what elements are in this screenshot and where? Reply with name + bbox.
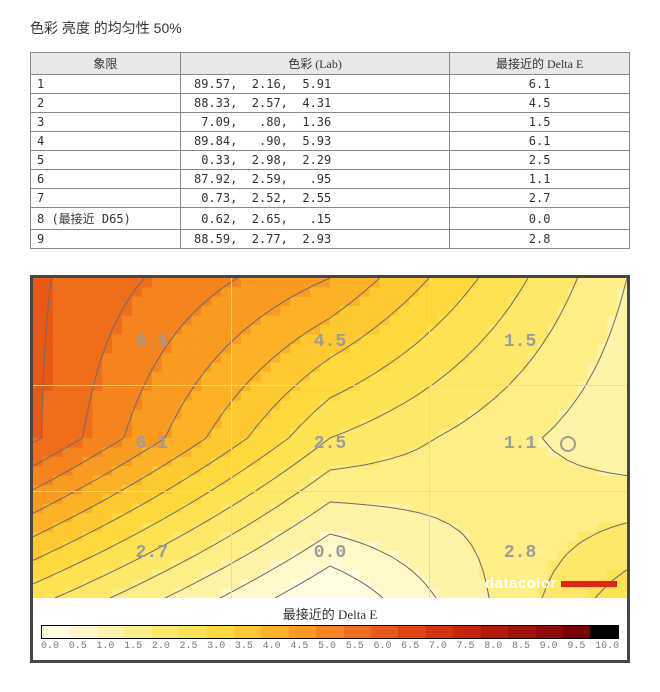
- heatmap-value: 1.5: [504, 332, 536, 352]
- heatmap-value: 2.7: [136, 543, 168, 563]
- page-title: 色彩 亮度 的均匀性 50%: [30, 18, 630, 38]
- heatmap-figure: datacolor 6.1 4.5 1.5 6.1 2.5 1.1 2.7 0.0 2.8 最接…: [30, 275, 630, 663]
- heatmap-value: 2.5: [314, 434, 346, 454]
- table-row: 4 89.84, .90, 5.936.1: [31, 132, 630, 151]
- heatmap-value: 6.1: [136, 332, 168, 352]
- heatmap-caption: 最接近的 Delta E: [33, 598, 627, 625]
- col-lab: 色彩 (Lab): [180, 53, 450, 75]
- color-scale: 0.00.51.01.52.02.53.03.54.04.55.05.56.06…: [33, 625, 627, 660]
- table-row: 9 88.59, 2.77, 2.932.8: [31, 230, 630, 249]
- table-row: 2 88.33, 2.57, 4.314.5: [31, 94, 630, 113]
- heatmap-value: 0.0: [314, 543, 346, 563]
- table-row: 5 0.33, 2.98, 2.292.5: [31, 151, 630, 170]
- table-row: 8 (最接近 D65) 0.62, 2.65, .150.0: [31, 208, 630, 230]
- brand-logo: datacolor: [485, 575, 617, 592]
- table-row: 1 89.57, 2.16, 5.916.1: [31, 75, 630, 94]
- heatmap-value: 4.5: [314, 332, 346, 352]
- table-row: 3 7.09, .80, 1.361.5: [31, 113, 630, 132]
- col-deltaE: 最接近的 Delta E: [450, 53, 630, 75]
- col-quadrant: 象限: [31, 53, 181, 75]
- table-row: 6 87.92, 2.59, .951.1: [31, 170, 630, 189]
- uniformity-table: 象限 色彩 (Lab) 最接近的 Delta E 1 89.57, 2.16, …: [30, 52, 630, 249]
- heatmap-value: 6.1: [136, 434, 168, 454]
- heatmap-marker: [560, 436, 576, 452]
- heatmap-value: 2.8: [504, 543, 536, 563]
- table-row: 7 0.73, 2.52, 2.552.7: [31, 189, 630, 208]
- heatmap-value: 1.1: [504, 434, 536, 454]
